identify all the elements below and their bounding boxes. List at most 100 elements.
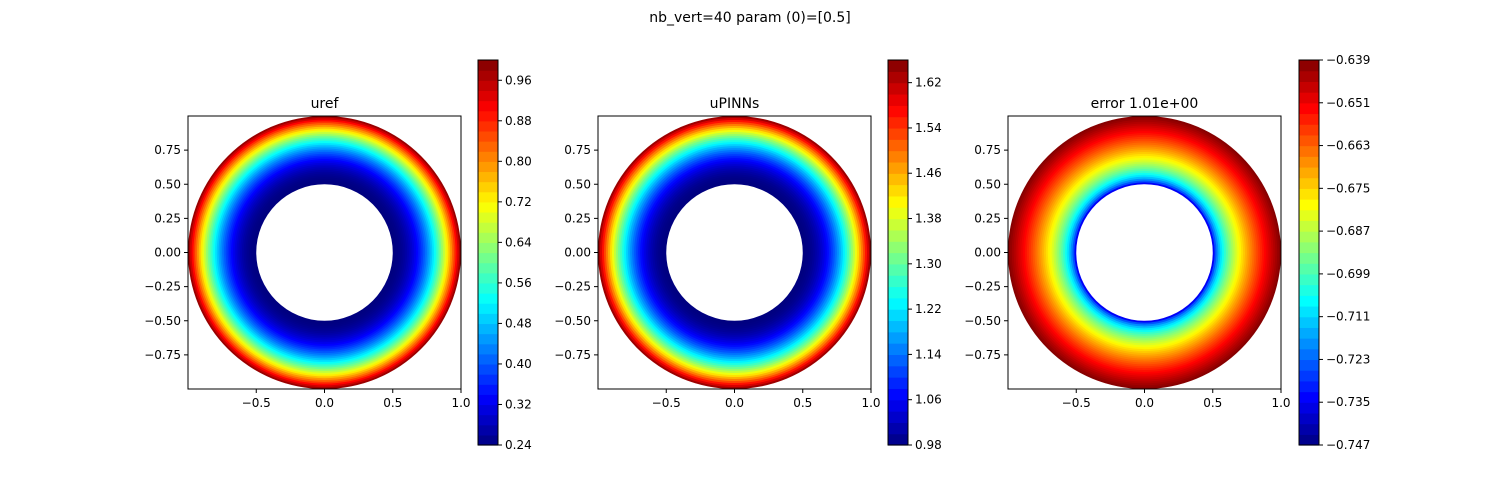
colorbar-segment <box>1299 412 1319 425</box>
y-tick-label: 0.75 <box>154 143 181 157</box>
colorbar-segment <box>478 181 498 193</box>
x-tick-label: 0.0 <box>315 396 334 410</box>
colorbar-segment <box>888 433 908 446</box>
y-tick-label: 0.25 <box>564 211 591 225</box>
y-tick-label: −0.25 <box>964 280 1001 294</box>
colorbar-segment <box>888 184 908 197</box>
colorbar-segment <box>888 207 908 220</box>
colorbar: 0.98 1.06 1.14 1.22 1.30 1.38 1.46 1.54 1.62 <box>887 59 942 452</box>
x-tick-label: −0.5 <box>652 396 681 410</box>
colorbar-segment <box>1299 252 1319 264</box>
colorbar-tick-label: 0.40 <box>505 357 532 371</box>
colorbar-tick-label: 0.24 <box>505 438 532 452</box>
colorbar-segment <box>478 110 498 122</box>
colorbar-frame <box>1298 59 1320 446</box>
colorbar-segment <box>478 130 498 142</box>
colorbar-segment <box>478 424 498 436</box>
x-tick-label: 0.5 <box>793 396 812 410</box>
colorbar-segment <box>478 211 498 223</box>
colorbar-segment <box>478 60 498 71</box>
colorbar-tick-label: −0.663 <box>1326 139 1370 153</box>
colorbar-tick-label: 1.46 <box>915 166 942 180</box>
colorbar-tick-label: 1.14 <box>915 347 942 361</box>
colorbar-segment <box>888 127 908 140</box>
x-tick-label: 0.5 <box>383 396 402 410</box>
colorbar-tick-label: 1.38 <box>915 212 942 226</box>
colorbar-segment <box>1299 348 1319 361</box>
colorbar-segment <box>888 82 908 95</box>
colorbar-segment <box>888 173 908 186</box>
colorbar-segment <box>1299 359 1319 371</box>
colorbar-segment <box>478 151 498 162</box>
colorbar-segment <box>1299 113 1319 125</box>
colorbar-segment <box>478 363 498 375</box>
y-tick-label: 0.00 <box>974 246 1001 260</box>
colorbar-tick-label: −0.687 <box>1326 224 1370 238</box>
colorbar-segment <box>478 161 498 173</box>
colorbar-segment <box>1299 177 1319 189</box>
subplot-title: uPINNs <box>710 96 760 112</box>
subplot-title: uref <box>311 96 340 112</box>
y-tick-label: 0.75 <box>974 143 1001 157</box>
colorbar-segment <box>1299 370 1319 382</box>
colorbar-segment <box>478 404 498 416</box>
colorbar-segment <box>888 252 908 265</box>
colorbar-segment <box>888 139 908 152</box>
colorbar-segment <box>478 353 498 365</box>
colorbar-segment <box>478 90 498 102</box>
y-tick-label: −0.75 <box>554 348 591 362</box>
y-tick-label: −0.75 <box>144 348 181 362</box>
colorbar-tick-label: 1.22 <box>915 302 942 316</box>
colorbar-segment <box>888 422 908 435</box>
colorbar-segment <box>478 242 498 254</box>
colorbar-segment <box>888 286 908 299</box>
subplot-2: uPINNs −0.5 0.0 0.5 1.0 0.75 0.50 0.25 0.00 −0.25… <box>554 59 942 452</box>
y-tick-label: 0.25 <box>974 211 1001 225</box>
y-tick-label: −0.25 <box>144 280 181 294</box>
colorbar-segment <box>888 150 908 163</box>
y-tick-label: 0.25 <box>154 211 181 225</box>
contour-fill <box>188 116 461 389</box>
figure-suptitle: nb_vert=40 param (0)=[0.5] <box>649 10 851 26</box>
colorbar-segment <box>888 411 908 423</box>
colorbar-segment <box>478 384 498 395</box>
colorbar-segment <box>1299 124 1319 136</box>
y-tick-label: 0.50 <box>974 177 1001 191</box>
colorbar-segment <box>888 116 908 129</box>
annulus-hole <box>666 184 803 321</box>
colorbar-frame <box>477 59 499 446</box>
colorbar-segment <box>478 333 498 345</box>
colorbar-segment <box>478 323 498 335</box>
colorbar-segment <box>478 171 498 183</box>
y-tick-label: −0.75 <box>964 348 1001 362</box>
colorbar-tick-label: −0.699 <box>1326 267 1370 281</box>
colorbar-segment <box>478 293 498 304</box>
colorbar-segment <box>888 263 908 276</box>
colorbar-tick-label: 0.48 <box>505 316 532 330</box>
colorbar-segment <box>1299 338 1319 350</box>
colorbar-segment <box>1299 263 1319 275</box>
y-tick-label: 0.50 <box>564 177 591 191</box>
contour-fill <box>598 116 871 389</box>
colorbar-segment <box>888 365 908 378</box>
colorbar-segment <box>888 218 908 231</box>
contour-fill <box>1008 116 1281 389</box>
colorbar-segment <box>1299 70 1319 82</box>
x-tick-label: 0.5 <box>1203 396 1222 410</box>
colorbar-segment <box>1299 92 1319 104</box>
x-tick-label: 1.0 <box>1271 396 1290 410</box>
colorbar-segment <box>1299 156 1319 168</box>
x-tick-label: 1.0 <box>861 396 880 410</box>
colorbar-frame <box>887 59 909 446</box>
colorbar-segment <box>888 309 908 322</box>
colorbar-segment <box>1299 327 1319 339</box>
colorbar-tick-label: −0.747 <box>1326 438 1370 452</box>
y-tick-label: −0.50 <box>144 314 181 328</box>
y-tick-label: −0.50 <box>964 314 1001 328</box>
colorbar-segment <box>478 414 498 426</box>
colorbar-tick-label: 0.72 <box>505 195 532 209</box>
colorbar-segment <box>478 100 498 112</box>
colorbar-segment <box>478 262 498 274</box>
y-tick-label: −0.25 <box>554 280 591 294</box>
colorbar-segment <box>888 331 908 344</box>
